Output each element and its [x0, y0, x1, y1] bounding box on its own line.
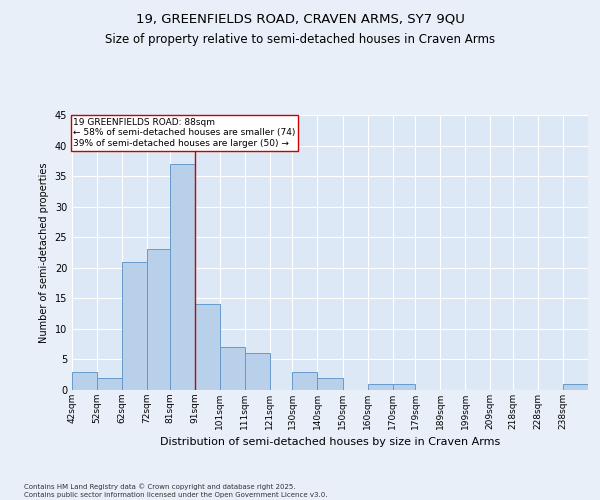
Bar: [72, 372, 97, 390]
Text: Size of property relative to semi-detached houses in Craven Arms: Size of property relative to semi-detach…: [105, 32, 495, 46]
Bar: [245, 354, 270, 390]
Text: Contains HM Land Registry data © Crown copyright and database right 2025.
Contai: Contains HM Land Registry data © Crown c…: [24, 484, 328, 498]
Y-axis label: Number of semi-detached properties: Number of semi-detached properties: [39, 162, 49, 343]
Bar: [317, 378, 343, 390]
Text: 19 GREENFIELDS ROAD: 88sqm
← 58% of semi-detached houses are smaller (74)
39% of: 19 GREENFIELDS ROAD: 88sqm ← 58% of semi…: [73, 118, 296, 148]
Bar: [220, 347, 245, 390]
X-axis label: Distribution of semi-detached houses by size in Craven Arms: Distribution of semi-detached houses by …: [160, 438, 500, 448]
Bar: [392, 384, 415, 390]
Bar: [122, 262, 147, 390]
Bar: [563, 384, 588, 390]
Bar: [97, 378, 122, 390]
Bar: [170, 164, 195, 390]
Bar: [368, 384, 392, 390]
Text: 19, GREENFIELDS ROAD, CRAVEN ARMS, SY7 9QU: 19, GREENFIELDS ROAD, CRAVEN ARMS, SY7 9…: [136, 12, 464, 26]
Bar: [292, 372, 317, 390]
Bar: [147, 250, 170, 390]
Bar: [195, 304, 220, 390]
